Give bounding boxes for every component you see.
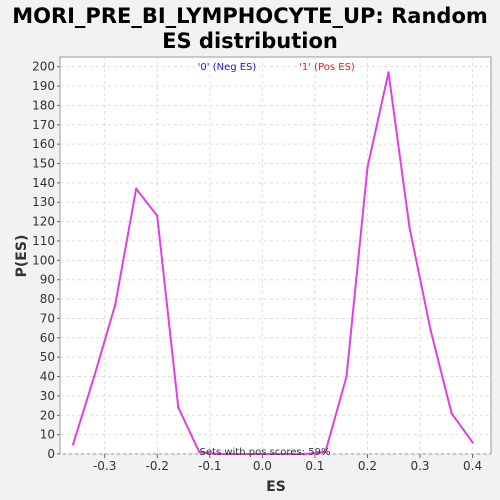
series-0-point-4 (156, 214, 159, 217)
x-axis-title: ES (266, 479, 286, 495)
y-tick-label-6: 60 (40, 331, 55, 345)
y-tick-label-2: 20 (40, 408, 55, 422)
plot-area (59, 56, 492, 455)
y-tick-label-16: 160 (32, 137, 55, 151)
series-0-point-9 (261, 452, 264, 456)
series-0-point-12 (324, 450, 327, 454)
y-tick-label-15: 150 (32, 157, 55, 171)
y-tick-label-4: 40 (40, 370, 55, 384)
text-layer: '0' (Neg ES) '1' (Pos ES) Sets with pos … (14, 62, 355, 495)
y-tick-label-5: 50 (40, 350, 55, 364)
x-tick-label-2: -0.1 (198, 459, 221, 473)
series-0-point-11 (303, 452, 306, 456)
pos-scores-annotation: Sets with pos scores: 59% (200, 447, 331, 458)
legend-neg-label: '0' (Neg ES) (198, 62, 257, 73)
series-line-0 (72, 71, 474, 455)
chart-title: MORI_PRE_BI_LYMPHOCYTE_UP: Random ES dis… (12, 4, 488, 53)
y-tick-label-10: 100 (32, 253, 55, 267)
x-tick-label-7: 0.4 (463, 459, 482, 473)
series-0-point-14 (366, 166, 369, 169)
series-0-point-2 (113, 303, 117, 307)
series-0-point-7 (219, 452, 222, 456)
series-0-point-8 (240, 452, 243, 456)
x-tick-label-6: 0.3 (410, 459, 429, 473)
y-tick-label-19: 190 (32, 79, 55, 93)
y-tick-label-9: 90 (40, 273, 55, 287)
series-0-point-1 (92, 375, 96, 378)
y-tick-label-1: 10 (40, 428, 55, 442)
y-tick-label-17: 170 (32, 118, 55, 132)
y-tick-label-14: 140 (32, 176, 55, 190)
x-tick-label-5: 0.2 (358, 459, 377, 473)
grid-layer (60, 57, 491, 455)
series-0-point-17 (429, 328, 432, 332)
x-tick-label-0: -0.3 (93, 459, 116, 473)
legend-pos-label: '1' (Pos ES) (299, 62, 355, 73)
y-tick-label-8: 80 (40, 292, 55, 306)
y-tick-label-20: 200 (32, 60, 55, 74)
series-0-point-0 (71, 443, 75, 446)
series-0-point-19 (471, 441, 474, 444)
series-0-point-6 (198, 450, 201, 454)
x-tick-label-4: 0.1 (305, 459, 324, 473)
y-tick-label-0: 0 (47, 447, 55, 461)
series-0-point-16 (408, 226, 411, 229)
series-0-point-5 (177, 406, 180, 409)
y-tick-label-18: 180 (32, 98, 55, 112)
y-tick-label-11: 110 (32, 234, 55, 248)
x-tick-label-3: 0.0 (253, 459, 272, 473)
series-0-point-3 (135, 187, 138, 190)
y-tick-label-3: 30 (40, 389, 55, 403)
series-0-point-18 (450, 412, 453, 415)
series-0-point-13 (345, 375, 348, 378)
series-0-point-10 (282, 452, 285, 456)
axis-layer: 0 10 20 30 40 50 60 70 80 90 100 110 120 130 140 150 160… (32, 60, 482, 473)
series-layer (71, 71, 474, 456)
y-tick-label-13: 130 (32, 195, 55, 209)
x-tick-label-1: -0.2 (146, 459, 169, 473)
y-tick-label-12: 120 (32, 215, 55, 229)
y-axis-title: P(ES) (14, 235, 30, 278)
y-tick-label-7: 70 (40, 311, 55, 325)
series-0-point-15 (387, 71, 390, 74)
